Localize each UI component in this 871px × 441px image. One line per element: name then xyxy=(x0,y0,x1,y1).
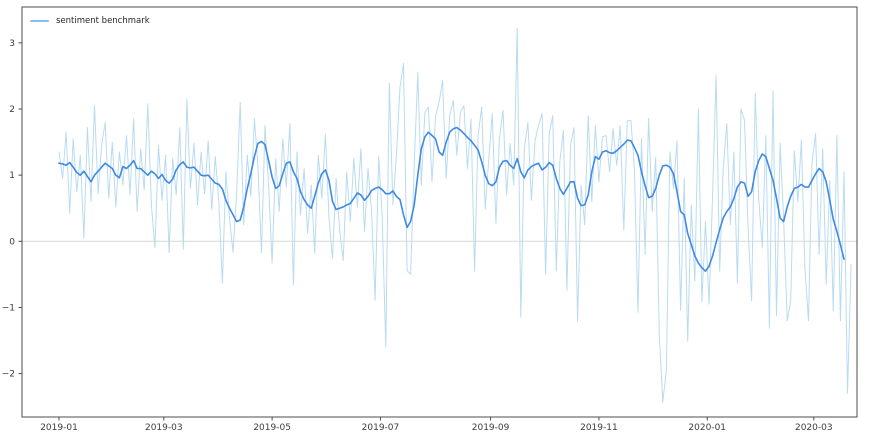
y-tick-label: 0 xyxy=(9,237,15,247)
legend-line-sample xyxy=(30,20,49,22)
raw-series-line xyxy=(58,27,852,403)
y-tick-label: −1 xyxy=(2,303,15,313)
x-tick-label: 2019-11 xyxy=(580,423,618,433)
x-tick-label: 2019-05 xyxy=(253,423,291,433)
x-tick-label: 2019-07 xyxy=(362,423,400,433)
smooth-series-line xyxy=(58,126,845,272)
y-tick-label: 3 xyxy=(9,39,15,49)
legend: sentiment benchmark xyxy=(30,16,150,26)
x-tick-label: 2020-01 xyxy=(688,423,726,433)
y-tick-label: −2 xyxy=(2,370,15,380)
x-tick-label: 2020-03 xyxy=(795,423,833,433)
y-tick-label: 1 xyxy=(9,171,15,181)
plot-border xyxy=(21,6,858,418)
x-tick-label: 2019-09 xyxy=(472,423,510,433)
y-tick-label: 2 xyxy=(9,105,15,115)
x-tick-label: 2019-01 xyxy=(40,423,78,433)
legend-label: sentiment benchmark xyxy=(56,16,150,26)
x-tick-label: 2019-03 xyxy=(145,423,183,433)
